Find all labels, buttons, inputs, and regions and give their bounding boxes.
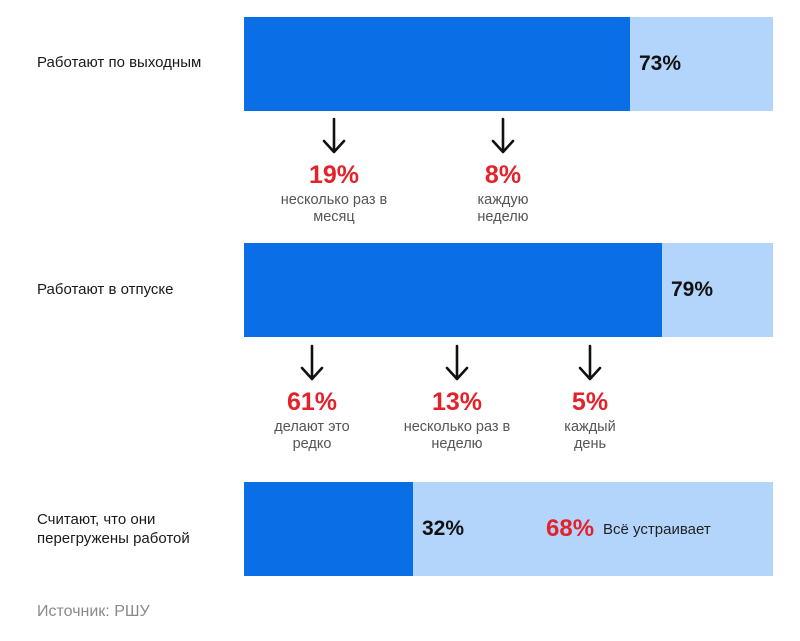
bar-value-weekends: 73% [639,52,682,75]
bar-weekends: 73% [244,17,773,111]
arrow-down-icon [322,117,346,154]
breakdown-label: несколько раз в месяц [280,192,388,225]
row-label-weekends: Работают по выходным [37,54,202,71]
breakdown-item: 8% каждую неделю [433,117,573,226]
breakdown-label: каждый день [564,419,616,452]
breakdown-value: 19% [308,161,360,189]
arrow-down-icon [578,344,602,381]
breakdown-item: 13% несколько раз в неделю [387,344,527,453]
breakdown-label: делают это редко [274,419,350,452]
bar-value-vacation: 79% [671,278,714,301]
breakdown-item: 19% несколько раз в месяц [264,117,404,226]
row-label-vacation: Работают в отпуске [37,281,174,298]
arrow-down-icon [445,344,469,381]
remainder-label: Всё устраивает [603,520,711,538]
arrow-down-icon [300,344,324,381]
bar-fill-overloaded [244,482,413,576]
bar-fill-vacation [244,243,662,337]
breakdown-label: несколько раз в неделю [403,419,511,452]
bar-overloaded: 32% 68% Всё устраивает [244,482,773,576]
row-label-overloaded: Считают, что они перегружены работой [37,511,190,547]
breakdown-value: 5% [571,388,609,416]
breakdown-label: каждую неделю [477,192,529,225]
remainder-group: 68% Всё устраивает [546,482,711,576]
breakdown-value: 61% [286,388,338,416]
arrow-down-icon [491,117,515,154]
breakdown-item: 61% делают это редко [242,344,382,453]
remainder-value: 68% [546,515,595,542]
bar-vacation: 79% [244,243,773,337]
breakdown-value: 13% [431,388,483,416]
breakdown-value: 8% [484,161,522,189]
bar-fill-weekends [244,17,630,111]
source-note: Источник: РШУ [37,603,150,620]
breakdown-item: 5% каждый день [520,344,660,453]
bar-value-overloaded: 32% [422,517,465,540]
